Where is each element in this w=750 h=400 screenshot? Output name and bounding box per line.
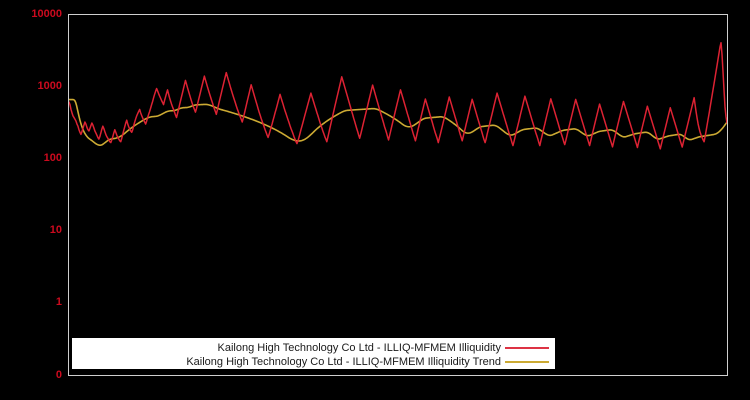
y-axis-tick-labels: 10000 1000 100 10 1 0 <box>0 0 62 400</box>
y-tick-1: 1 <box>55 296 62 308</box>
chart-canvas <box>69 41 727 150</box>
y-tick-100: 100 <box>43 152 62 164</box>
legend: Kailong High Technology Co Ltd - ILLIQ-M… <box>72 338 555 369</box>
legend-label-trend: Kailong High Technology Co Ltd - ILLIQ-M… <box>186 355 501 368</box>
series-line-trend <box>69 98 727 146</box>
legend-label-illiquidity: Kailong High Technology Co Ltd - ILLIQ-M… <box>217 341 501 354</box>
y-tick-10: 10 <box>49 224 62 236</box>
series-line-illiquidity <box>69 41 727 150</box>
legend-row-trend: Kailong High Technology Co Ltd - ILLIQ-M… <box>72 354 555 369</box>
legend-swatch-illiquidity <box>505 342 549 353</box>
y-tick-10000: 10000 <box>31 8 62 20</box>
y-tick-0: 0 <box>55 369 62 381</box>
y-tick-1000: 1000 <box>37 80 62 92</box>
plot-area <box>68 14 728 376</box>
legend-swatch-trend <box>505 356 549 367</box>
legend-row-illiquidity: Kailong High Technology Co Ltd - ILLIQ-M… <box>72 340 555 355</box>
